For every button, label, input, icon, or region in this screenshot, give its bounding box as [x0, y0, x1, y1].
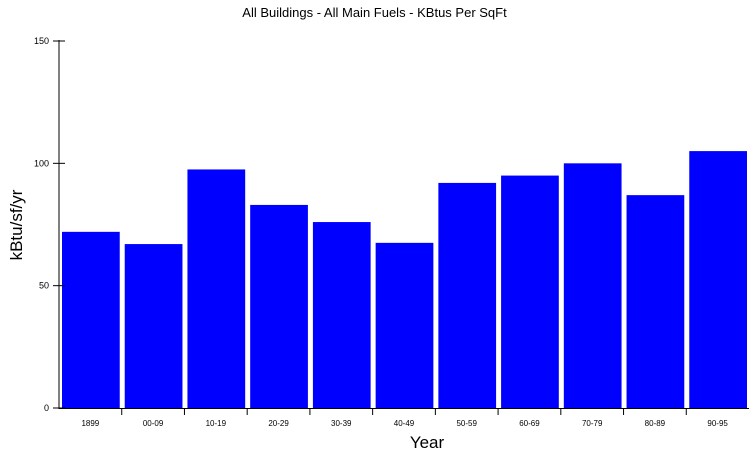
bar-20-29 — [250, 204, 308, 408]
x-tick-label: 40-49 — [394, 419, 415, 428]
chart-title: All Buildings - All Main Fuels - KBtus P… — [242, 5, 507, 20]
x-tick-label: 50-59 — [456, 419, 477, 428]
bar-70-79 — [563, 163, 622, 408]
y-tick-label: 150 — [34, 36, 49, 46]
x-tick-label: 70-79 — [582, 419, 603, 428]
bar-30-39 — [312, 222, 371, 408]
x-tick-label: 60-69 — [519, 419, 540, 428]
x-tick-label: 80-89 — [645, 419, 666, 428]
x-tick-label: 10-19 — [206, 419, 227, 428]
bar-series — [62, 151, 747, 408]
y-tick-label: 0 — [44, 403, 49, 413]
y-axis-label: kBtu/sf/yr — [7, 189, 26, 260]
y-axis-ticks: 0 50 100 150 — [34, 36, 65, 413]
bar-90-95 — [689, 151, 747, 408]
x-tick-label: 30-39 — [331, 419, 352, 428]
bar-40-49 — [375, 242, 434, 408]
bar-50-59 — [438, 182, 497, 408]
bar-00-09 — [124, 244, 183, 408]
y-tick-label: 100 — [34, 158, 49, 168]
y-tick-label: 50 — [39, 281, 49, 291]
bar-1899 — [62, 231, 120, 408]
bar-10-19 — [187, 169, 246, 408]
x-axis-label: Year — [410, 433, 445, 452]
bar-80-89 — [626, 195, 685, 408]
x-axis-ticks: 1899 00-09 10-19 20-29 30-39 40-49 50-59 60-69 7… — [81, 408, 728, 428]
x-tick-label: 90-95 — [707, 419, 728, 428]
x-tick-label: 20-29 — [268, 419, 289, 428]
x-tick-label: 1899 — [81, 419, 99, 428]
x-tick-label: 00-09 — [143, 419, 164, 428]
bar-60-69 — [501, 175, 559, 408]
